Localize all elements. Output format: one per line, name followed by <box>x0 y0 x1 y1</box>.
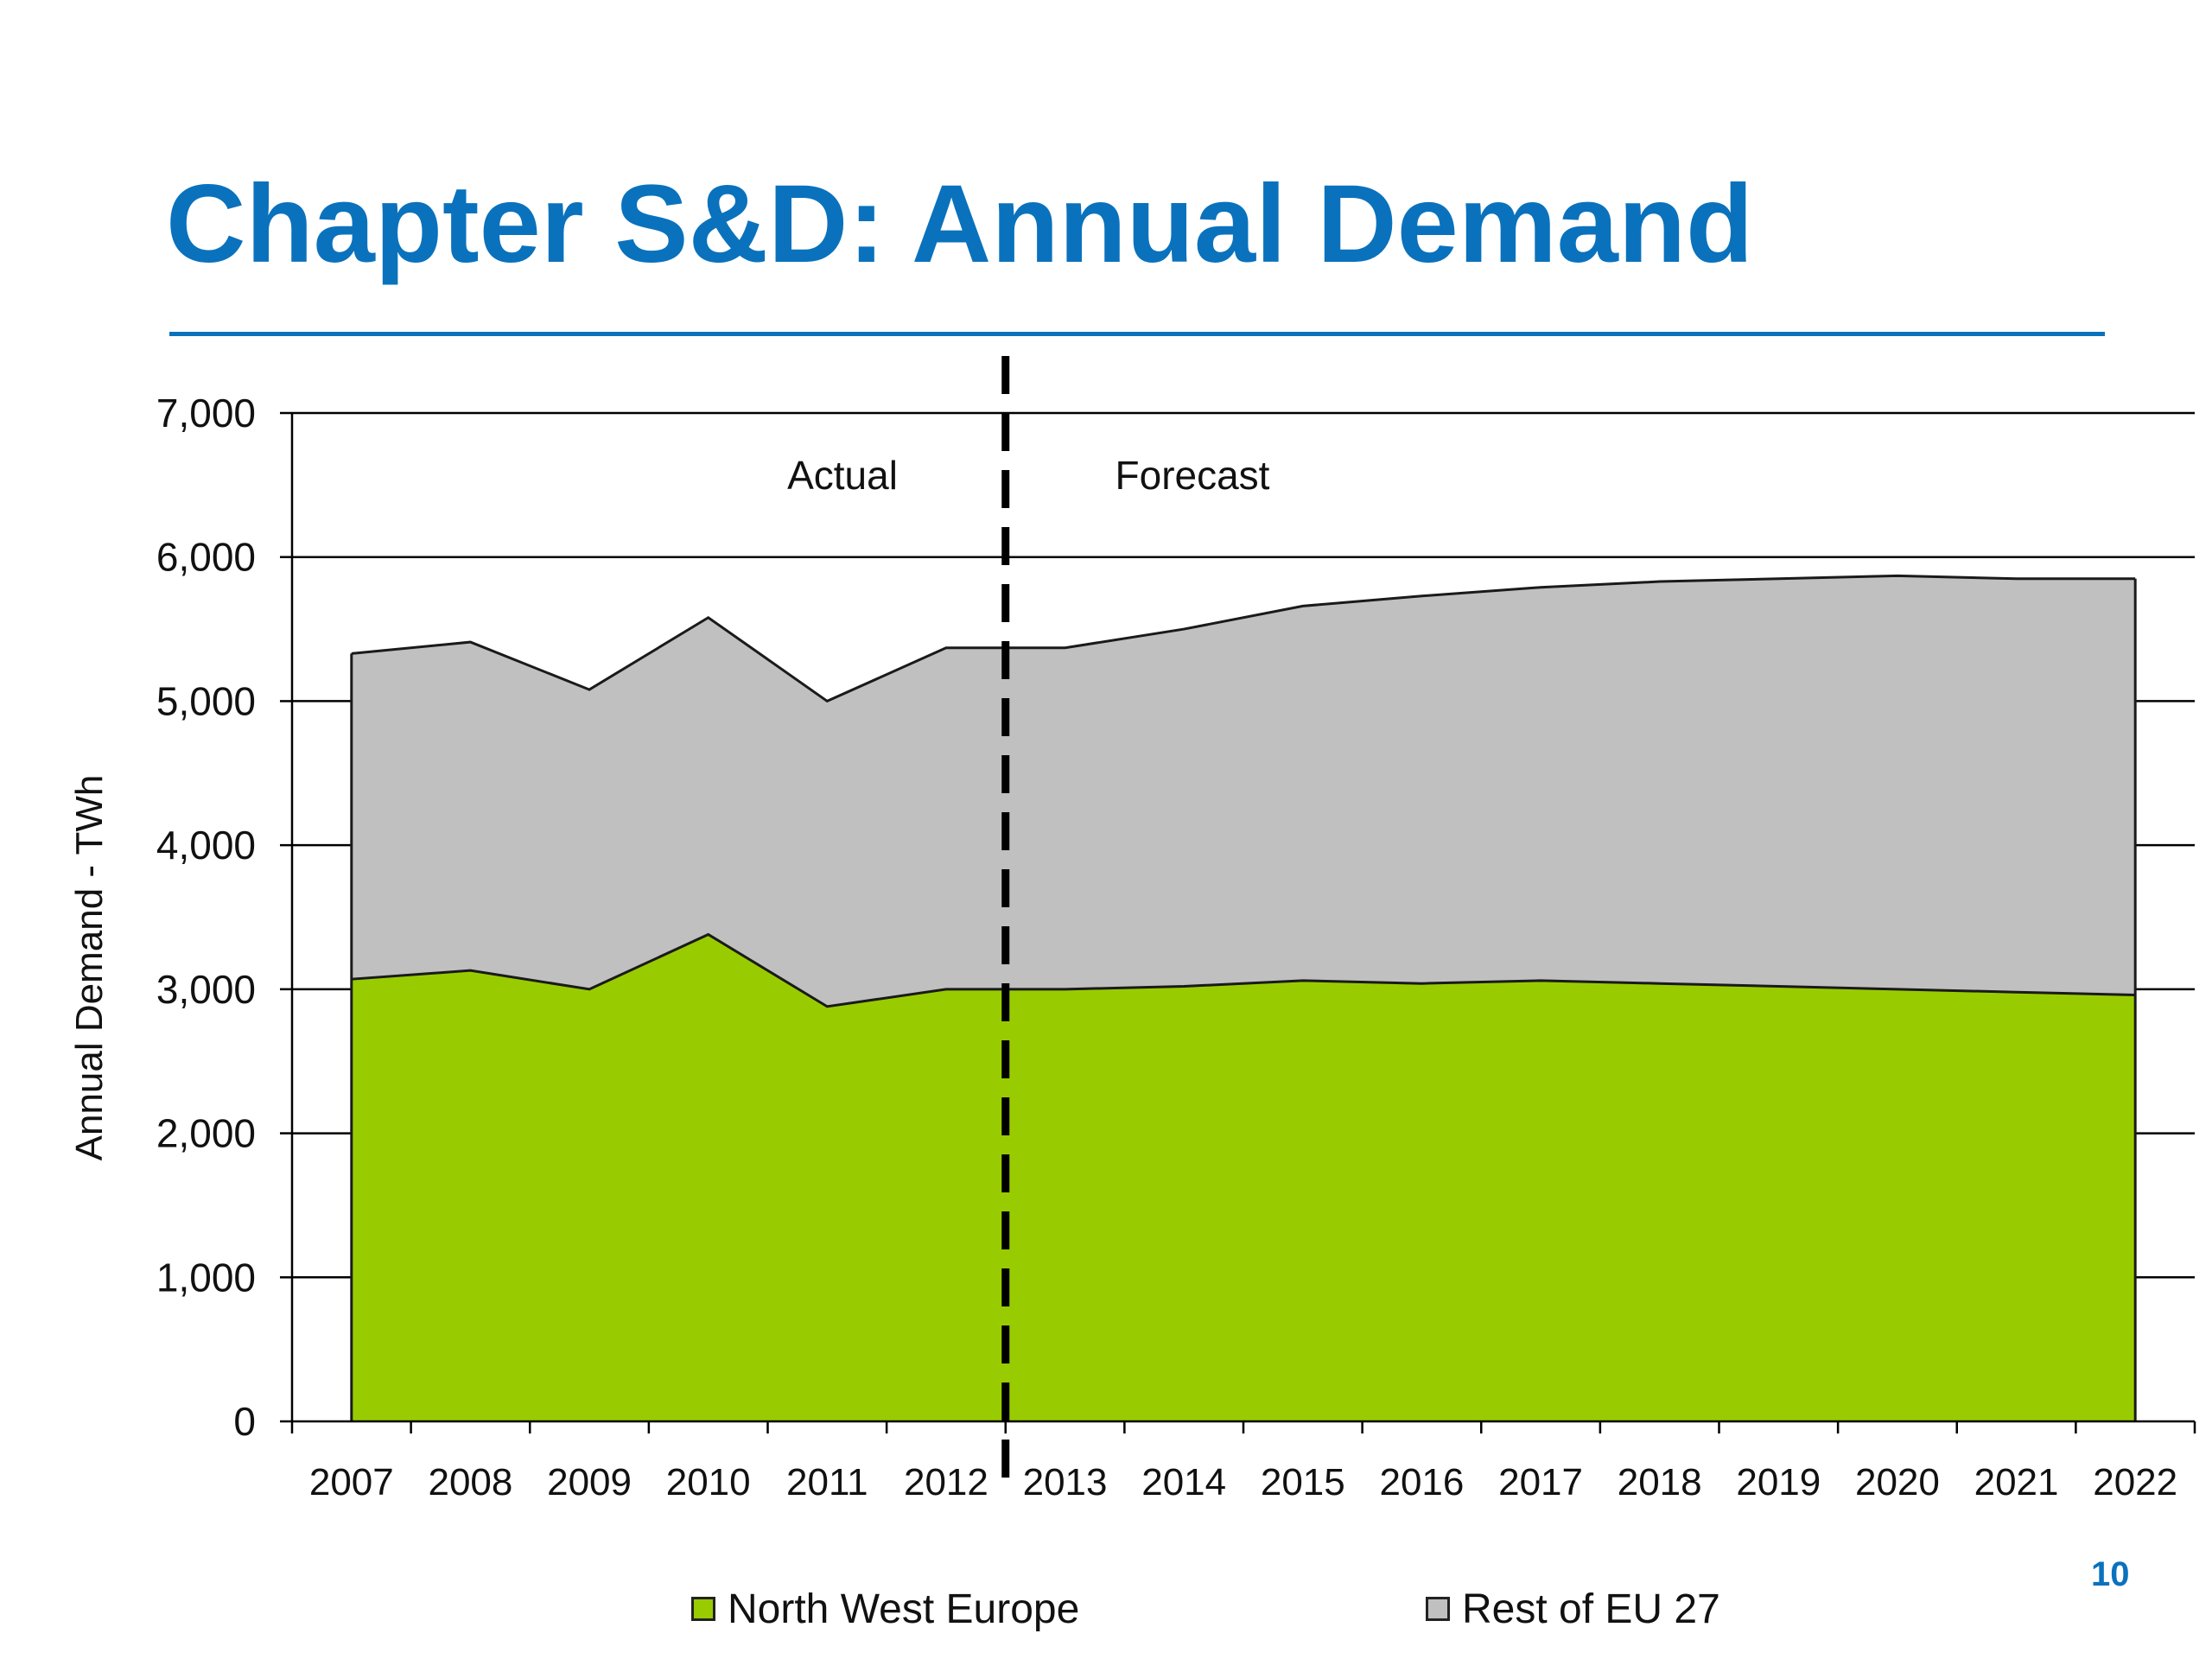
page-number: 10 <box>2091 1555 2130 1593</box>
axes <box>280 411 2196 1433</box>
legend-label-rest-of-eu27: Rest of EU 27 <box>1462 1586 1720 1632</box>
x-tick-label: 2014 <box>1141 1461 1226 1503</box>
forecast-annotation: Forecast <box>1116 453 1270 498</box>
actual-annotation: Actual <box>787 453 898 498</box>
legend-swatch-rest-of-eu27 <box>1426 1597 1450 1621</box>
y-axis-title: Annual Demand - TWh <box>68 775 111 1161</box>
x-tick-label: 2020 <box>1855 1461 1940 1503</box>
x-tick-label: 2007 <box>309 1461 394 1503</box>
x-tick-label: 2017 <box>1498 1461 1583 1503</box>
x-tick-label: 2010 <box>666 1461 751 1503</box>
x-tick-label: 2021 <box>1974 1461 2059 1503</box>
area-north-west-europe <box>351 934 2136 1421</box>
x-tick-label: 2018 <box>1618 1461 1702 1503</box>
y-tick-label: 2,000 <box>156 1111 256 1156</box>
legend-item-north-west-europe: North West Europe <box>691 1583 1079 1635</box>
axis-labels: 0 1,000 2,000 3,000 4,000 5,000 6,000 7,000 2007… <box>156 391 2177 1503</box>
x-tick-label: 2012 <box>904 1461 988 1503</box>
title-divider <box>169 332 2105 336</box>
x-tick-label: 2013 <box>1023 1461 1108 1503</box>
area-rest-of-eu27 <box>351 575 2136 1007</box>
x-tick-label: 2019 <box>1736 1461 1821 1503</box>
x-tick-label: 2009 <box>547 1461 632 1503</box>
y-tick-label: 7,000 <box>156 391 256 435</box>
y-tick-label: 1,000 <box>156 1255 256 1300</box>
legend-item-rest-of-eu27: Rest of EU 27 <box>1426 1583 1720 1635</box>
x-tick-label: 2016 <box>1379 1461 1464 1503</box>
y-tick-label: 3,000 <box>156 967 256 1012</box>
legend-label-north-west-europe: North West Europe <box>728 1586 1080 1632</box>
line-total-demand <box>351 574 2136 703</box>
y-tick-label: 5,000 <box>156 678 256 723</box>
x-tick-label: 2008 <box>428 1461 512 1503</box>
legend-swatch-north-west-europe <box>691 1597 715 1621</box>
area-series <box>350 574 2137 1421</box>
slide-title: Chapter S&D: Annual Demand <box>166 162 1754 286</box>
y-tick-label: 0 <box>233 1399 256 1444</box>
y-tick-label: 4,000 <box>156 823 256 868</box>
x-tick-label: 2011 <box>786 1461 868 1503</box>
line-north-west-europe <box>351 932 2136 1008</box>
y-tick-label: 6,000 <box>156 535 256 580</box>
x-tick-label: 2022 <box>2093 1461 2177 1503</box>
x-tick-label: 2015 <box>1261 1461 1345 1503</box>
